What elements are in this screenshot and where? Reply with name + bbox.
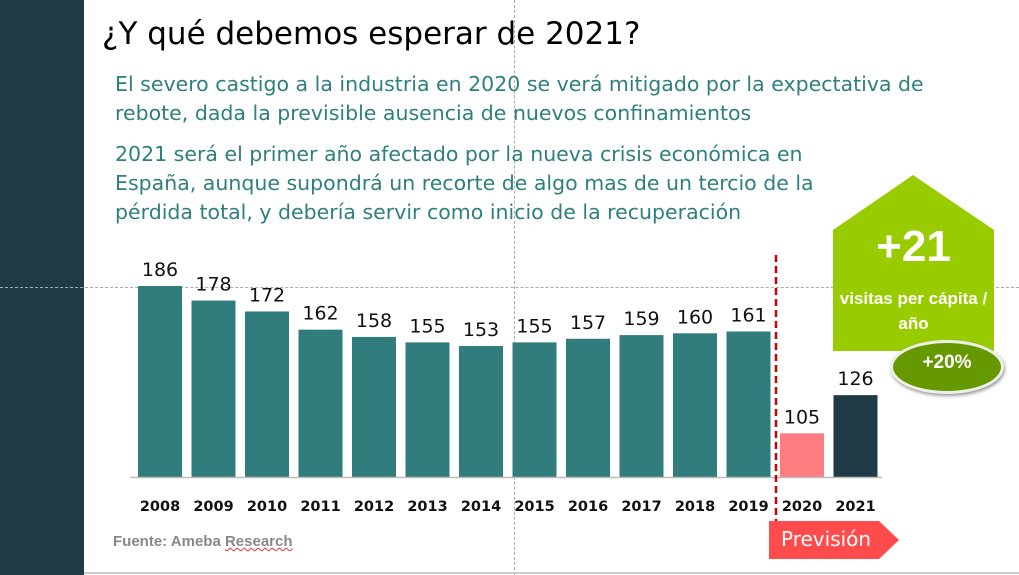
bar-2008 — [138, 286, 182, 477]
horizontal-guide — [0, 287, 1019, 288]
x-tick-2008: 2008 — [140, 499, 180, 515]
data-label-2019: 161 — [730, 304, 766, 326]
data-label-2008: 186 — [142, 259, 178, 281]
data-label-2017: 159 — [623, 308, 659, 330]
x-tick-2014: 2014 — [461, 499, 501, 515]
x-tick-2010: 2010 — [247, 499, 287, 515]
bar-2019 — [726, 331, 771, 477]
x-tick-2017: 2017 — [621, 499, 661, 515]
data-label-2015: 155 — [516, 315, 552, 337]
callout-value: +21 — [876, 222, 951, 271]
bar-2020 — [780, 433, 824, 477]
forecast-label: Previsión — [781, 527, 872, 551]
paragraph-2: 2021 será el primer año afectado por la … — [115, 142, 814, 224]
x-tick-2009: 2009 — [193, 499, 233, 515]
bar-2017 — [619, 335, 664, 477]
pct-badge — [890, 340, 1004, 394]
data-label-2020: 105 — [784, 406, 820, 428]
data-label-2011: 162 — [302, 303, 338, 325]
x-tick-2018: 2018 — [675, 499, 715, 515]
data-label-2018: 160 — [677, 306, 713, 328]
bar-2013 — [405, 342, 450, 477]
bar-2015 — [512, 342, 557, 477]
x-tick-2015: 2015 — [514, 499, 554, 515]
bar-2016 — [566, 338, 610, 477]
bar-2009 — [191, 300, 236, 477]
x-tick-2021: 2021 — [835, 499, 875, 515]
x-tick-2011: 2011 — [300, 499, 340, 515]
data-label-2016: 157 — [570, 312, 606, 334]
pct-badge-label: +20% — [922, 352, 972, 373]
bar-2014 — [459, 346, 503, 477]
x-tick-2019: 2019 — [728, 499, 768, 515]
bar-2021 — [833, 395, 878, 477]
callout-house-shape — [833, 175, 994, 351]
data-label-2012: 158 — [356, 310, 392, 332]
paragraph-1: El severo castigo a la industria en 2020… — [115, 72, 924, 125]
forecast-tag — [769, 521, 899, 559]
callout-text: visitas per cápita / año — [839, 289, 988, 333]
data-label-2013: 155 — [409, 315, 445, 337]
slide-title: ¿Y qué debemos esperar de 2021? — [102, 16, 641, 52]
data-label-2021: 126 — [837, 368, 873, 390]
x-tick-2012: 2012 — [354, 499, 394, 515]
data-label-2009: 178 — [195, 274, 231, 296]
bar-2018 — [673, 333, 717, 477]
source-prefix: Fuente: Ameba — [113, 533, 225, 550]
data-label-2014: 153 — [463, 319, 499, 341]
data-label-2010: 172 — [249, 284, 285, 306]
bar-2010 — [245, 311, 289, 477]
source-suffix: Research — [224, 533, 293, 550]
bar-2012 — [352, 336, 396, 477]
x-tick-2020: 2020 — [782, 499, 822, 515]
x-tick-2013: 2013 — [407, 499, 447, 515]
source-note: Fuente: Ameba Research — [113, 533, 293, 550]
bar-2011 — [298, 329, 343, 477]
x-tick-2016: 2016 — [568, 499, 608, 515]
slide-border — [84, 572, 1019, 574]
